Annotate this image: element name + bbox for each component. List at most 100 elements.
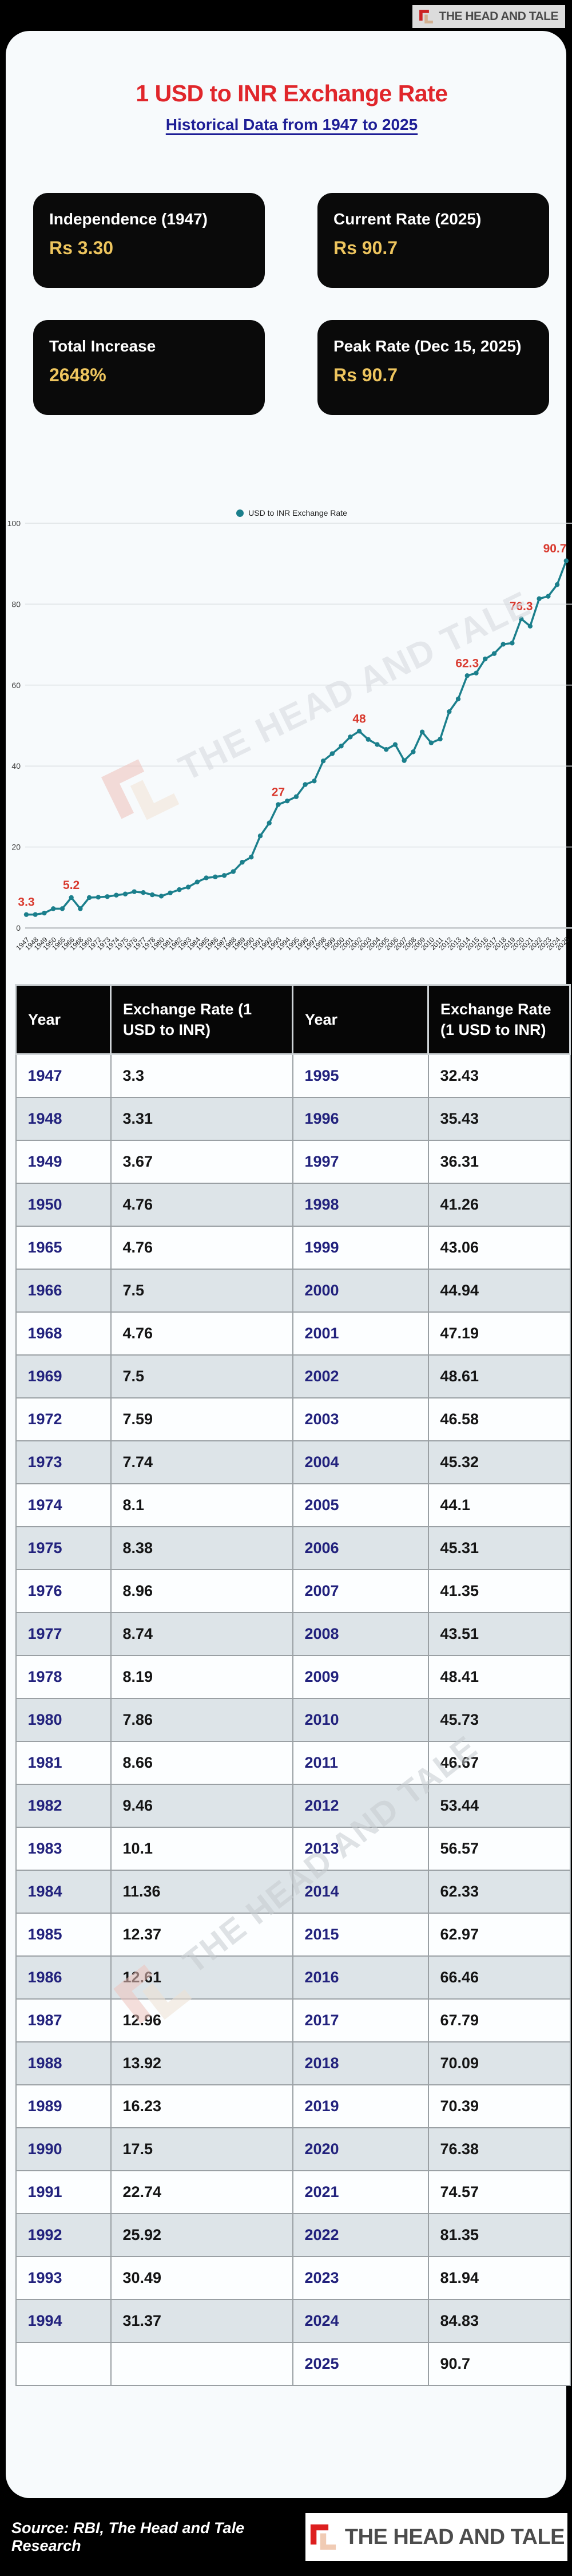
y-axis-tick-label: 0	[16, 923, 21, 933]
rate-cell: 7.74	[110, 1440, 293, 1484]
data-point	[23, 912, 29, 917]
year-cell: 2006	[292, 1526, 429, 1570]
rate-cell: 3.67	[110, 1140, 293, 1184]
rate-cell: 43.06	[427, 1226, 571, 1270]
table-row: 1947 3.3 1995 32.43	[15, 1053, 571, 1098]
data-point	[447, 709, 452, 714]
footer-brand-badge: THE HEAD AND TALE	[305, 2513, 567, 2561]
rate-cell: 44.1	[427, 1483, 571, 1527]
year-cell: 1987	[15, 1998, 112, 2042]
year-cell: 1947	[15, 1053, 112, 1098]
rate-cell: 8.74	[110, 1612, 293, 1656]
year-cell: 1989	[15, 2084, 112, 2128]
data-point	[105, 894, 110, 899]
rate-cell: 45.73	[427, 1698, 571, 1742]
y-axis-tick-label: 40	[11, 761, 21, 771]
rate-cell: 12.96	[110, 1998, 293, 2042]
table-row: 1982 9.46 2012 53.44	[15, 1784, 571, 1828]
y-axis-tick-label: 60	[11, 681, 21, 690]
rate-cell: 10.1	[110, 1827, 293, 1871]
table-row: 1991 22.74 2021 74.57	[15, 2170, 571, 2214]
legend-marker-icon	[236, 509, 244, 517]
year-cell: 2008	[292, 1612, 429, 1656]
year-cell	[15, 2342, 112, 2386]
page-title: 1 USD to INR Exchange Rate	[136, 80, 448, 106]
data-point	[329, 751, 335, 756]
rate-cell: 76.38	[427, 2127, 571, 2171]
data-point	[348, 734, 353, 740]
year-cell: 2017	[292, 1998, 429, 2042]
year-cell: 2015	[292, 1913, 429, 1957]
rate-cell: 11.36	[110, 1870, 293, 1914]
data-point	[194, 879, 200, 884]
year-cell: 1969	[15, 1354, 112, 1398]
rate-cell: 3.3	[110, 1053, 293, 1098]
year-cell: 1993	[15, 2256, 112, 2300]
year-cell: 1972	[15, 1397, 112, 1441]
point-annotation: 27	[272, 785, 285, 799]
year-cell: 2004	[292, 1440, 429, 1484]
y-axis-tick-label: 100	[7, 521, 21, 528]
rate-cell: 47.19	[427, 1311, 571, 1356]
data-point	[293, 794, 299, 799]
year-cell: 2013	[292, 1827, 429, 1871]
data-point	[257, 833, 263, 839]
year-cell: 2009	[292, 1655, 429, 1699]
year-cell: 2018	[292, 2041, 429, 2085]
rate-cell: 44.94	[427, 1269, 571, 1313]
data-point	[366, 737, 371, 742]
brand-badge: THE HEAD AND TALE	[412, 5, 565, 28]
year-cell: 1988	[15, 2041, 112, 2085]
table-row: 1985 12.37 2015 62.97	[15, 1913, 571, 1957]
data-point	[455, 696, 461, 702]
rate-cell: 66.46	[427, 1955, 571, 2000]
table-row: 2025 90.7	[15, 2342, 571, 2386]
rate-cell: 12.61	[110, 1955, 293, 2000]
brand-logo-icon	[310, 2524, 336, 2550]
table-row: 1978 8.19 2009 48.41	[15, 1655, 571, 1699]
rate-cell: 17.5	[110, 2127, 293, 2171]
year-cell: 2003	[292, 1397, 429, 1441]
stat-label: Total Increase	[49, 337, 156, 355]
stat-label: Current Rate (2025)	[333, 210, 482, 228]
rate-cell: 8.1	[110, 1483, 293, 1527]
table-row: 1949 3.67 1997 36.31	[15, 1140, 571, 1184]
rate-cell: 36.31	[427, 1140, 571, 1184]
footer: Source: RBI, The Head and Tale Research …	[0, 2498, 572, 2576]
data-point	[42, 910, 47, 916]
year-cell: 1985	[15, 1913, 112, 1957]
data-point	[69, 895, 74, 900]
table-row: 1968 4.76 2001 47.19	[15, 1311, 571, 1356]
data-point	[419, 729, 425, 734]
rate-cell: 43.51	[427, 1612, 571, 1656]
rate-cell	[110, 2342, 293, 2386]
data-point	[474, 670, 479, 676]
rate-cell: 62.97	[427, 1913, 571, 1957]
year-cell: 2012	[292, 1784, 429, 1828]
rate-cell: 3.31	[110, 1097, 293, 1141]
data-point	[284, 799, 290, 804]
infographic-card: 1 USD to INR Exchange Rate Historical Da…	[6, 31, 572, 2498]
rate-cell: 35.43	[427, 1097, 571, 1141]
rate-cell: 9.46	[110, 1784, 293, 1828]
data-point	[356, 729, 362, 734]
table-row: 1993 30.49 2023 81.94	[15, 2256, 571, 2300]
data-point	[177, 887, 182, 892]
data-point	[114, 892, 119, 898]
data-point	[527, 623, 533, 629]
year-cell: 2011	[292, 1741, 429, 1785]
table-row: 1994 31.37 2024 84.83	[15, 2299, 571, 2343]
year-cell: 2005	[292, 1483, 429, 1527]
rate-cell: 13.92	[110, 2041, 293, 2085]
stat-value: Rs 90.7	[333, 238, 398, 258]
rate-cell: 46.67	[427, 1741, 571, 1785]
legend-label: USD to INR Exchange Rate	[248, 508, 347, 517]
rate-cell: 56.57	[427, 1827, 571, 1871]
stat-card-independence: Independence (1947) Rs 3.30	[33, 193, 265, 288]
data-point	[150, 892, 155, 898]
rate-table-body: 1947 3.3 1995 32.43 1948 3.31 1996 35.43 1949 3.6…	[15, 1053, 571, 2386]
column-header-rate-left: Exchange Rate (1 USD to INR)	[110, 984, 293, 1055]
rate-cell: 70.39	[427, 2084, 571, 2128]
year-cell: 2023	[292, 2256, 429, 2300]
data-point	[464, 673, 470, 678]
